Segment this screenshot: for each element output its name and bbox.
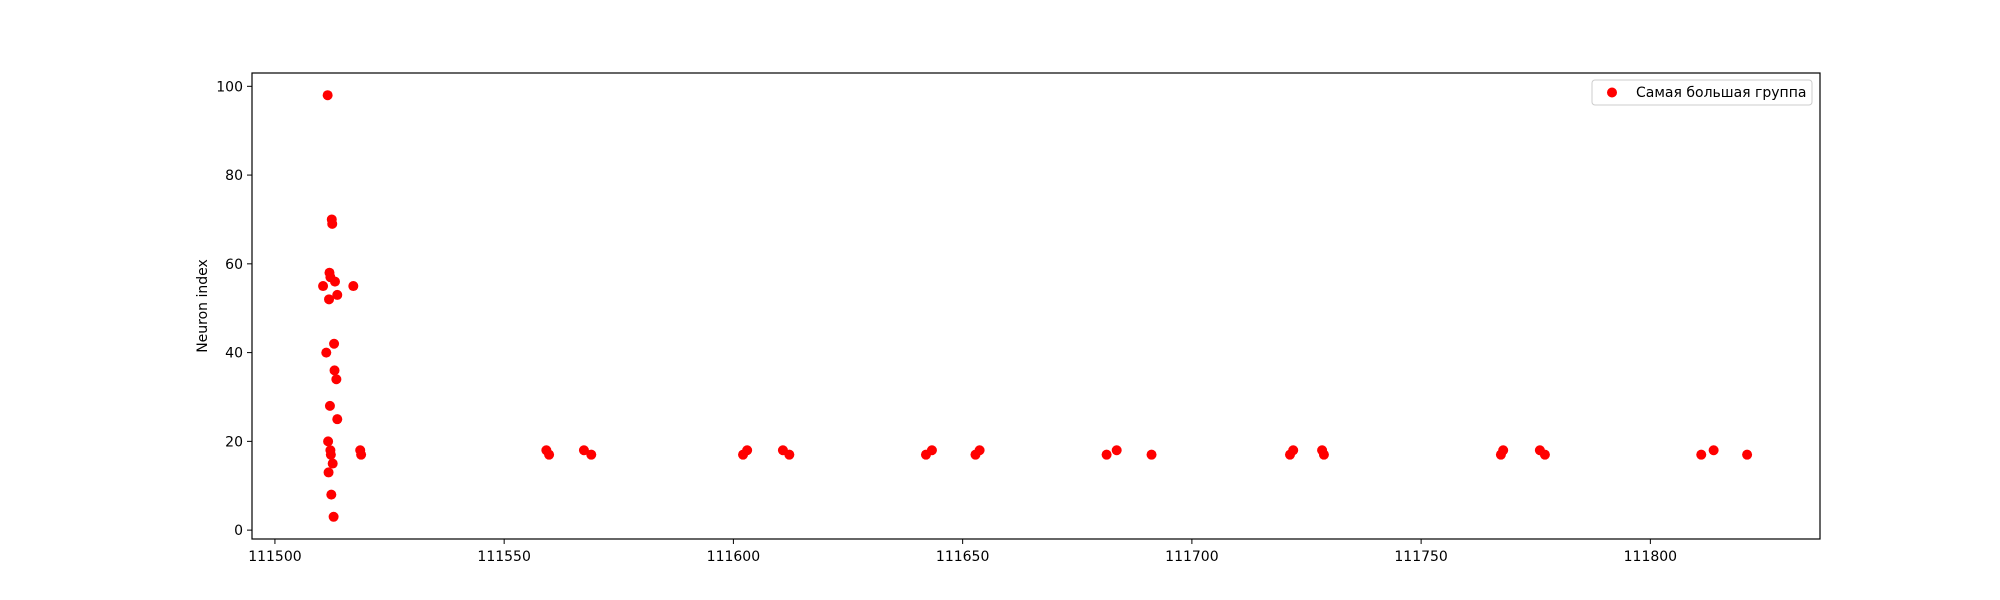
y-tick-label: 60 [225, 257, 243, 273]
data-point [327, 218, 338, 229]
data-point [1708, 445, 1719, 456]
data-point [1696, 449, 1707, 460]
data-point [1288, 445, 1299, 456]
data-point [926, 445, 937, 456]
x-tick-label: 111550 [477, 549, 530, 565]
y-tick-label: 20 [225, 434, 243, 450]
data-point [332, 414, 343, 425]
y-tick-label: 40 [225, 346, 243, 362]
data-point [324, 400, 335, 411]
data-point [1101, 449, 1112, 460]
data-point [325, 449, 336, 460]
y-tick-label: 100 [216, 79, 243, 95]
legend-marker [1607, 87, 1617, 98]
legend-box [1591, 79, 1813, 106]
data-point [1539, 449, 1550, 460]
data-point [323, 467, 334, 478]
data-point [974, 445, 985, 456]
data-point [323, 436, 334, 447]
data-point [1498, 445, 1509, 456]
data-point [578, 445, 589, 456]
data-point [329, 276, 340, 287]
data-point [586, 449, 597, 460]
y-tick-label: 80 [225, 168, 243, 184]
data-point [1742, 449, 1753, 460]
data-point [348, 281, 359, 292]
data-point [327, 458, 338, 469]
x-tick-label: 111650 [936, 549, 989, 565]
data-point [318, 281, 329, 292]
x-tick-label: 111500 [248, 549, 301, 565]
points-layer [318, 90, 1753, 522]
ticks-layer: 111500 111550 111600 111650 111700 111750 1118… [216, 79, 1677, 565]
x-tick-label: 111750 [1394, 549, 1447, 565]
plot-frame [251, 72, 1821, 540]
x-tick-label: 111600 [707, 549, 760, 565]
data-point [329, 365, 340, 376]
data-point [1111, 445, 1122, 456]
data-point [1146, 449, 1157, 460]
data-point [1318, 449, 1329, 460]
data-point [784, 449, 795, 460]
data-point [324, 294, 335, 305]
legend: Самая большая группа [1591, 79, 1813, 106]
data-point [331, 374, 342, 385]
legend-label: Самая большая группа [1636, 85, 1806, 101]
data-point [544, 449, 555, 460]
data-point [321, 347, 332, 358]
data-point [328, 511, 339, 522]
x-tick-label: 111700 [1165, 549, 1218, 565]
data-point [329, 338, 340, 349]
data-point [356, 449, 367, 460]
data-point [742, 445, 753, 456]
y-tick-label: 0 [234, 523, 243, 539]
data-point [322, 90, 333, 101]
y-axis-label: Neuron index [195, 259, 211, 353]
data-point [326, 489, 337, 500]
data-point [332, 289, 343, 300]
x-tick-label: 111800 [1624, 549, 1677, 565]
